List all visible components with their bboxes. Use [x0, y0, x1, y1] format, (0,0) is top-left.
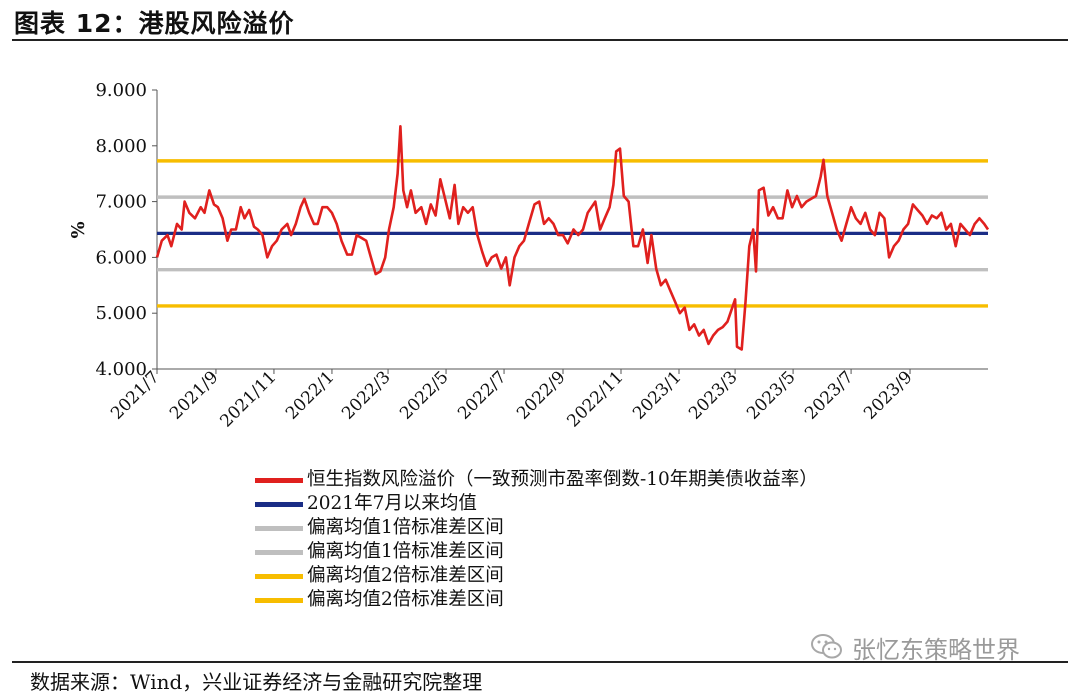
y-tick-label: 8.000	[95, 136, 147, 157]
y-tick-label: 9.000	[95, 80, 147, 101]
legend-label: 偏离均值1倍标准差区间	[307, 541, 504, 562]
legend-swatch	[255, 574, 303, 579]
x-tick-label: 2023/3	[685, 367, 741, 423]
legend-label: 偏离均值2倍标准差区间	[307, 589, 504, 610]
x-tick-label: 2023/1	[629, 367, 685, 423]
legend-swatch	[255, 598, 303, 603]
title-rule	[12, 39, 1068, 41]
x-tick-label: 2022/5	[396, 367, 452, 423]
watermark-text: 张忆东策略世界	[852, 635, 1020, 664]
y-tick-label: 5.000	[95, 303, 147, 324]
legend-label: 偏离均值2倍标准差区间	[307, 565, 504, 586]
legend-label: 恒生指数风险溢价（一致预测市盈率倒数-10年期美债收益率）	[307, 469, 818, 490]
x-tick-label: 2023/9	[860, 367, 916, 423]
x-tick-label: 2022/9	[513, 367, 569, 423]
figure-title: 图表 12：港股风险溢价	[14, 9, 295, 38]
wechat-icon	[811, 634, 842, 659]
source-note: 数据来源：Wind，兴业证券经济与金融研究院整理	[30, 670, 483, 694]
legend-swatch	[255, 502, 303, 507]
legend-label: 2021年7月以来均值	[307, 493, 477, 514]
x-tick-label: 2021/11	[216, 367, 280, 431]
risk-premium-line	[155, 125, 990, 351]
x-tick-label: 2022/11	[563, 367, 627, 431]
x-tick-label: 2022/3	[338, 367, 394, 423]
y-tick-label: 4.000	[95, 359, 147, 380]
legend-swatch	[255, 526, 303, 531]
y-axis-label: %	[68, 221, 89, 238]
legend-label: 偏离均值1倍标准差区间	[307, 517, 504, 538]
y-tick-label: 6.000	[95, 247, 147, 268]
x-tick-label: 2022/7	[454, 367, 510, 423]
legend-swatch	[255, 550, 303, 555]
x-tick-label: 2022/1	[282, 367, 338, 423]
x-tick-label: 2021/9	[166, 367, 222, 423]
y-tick-label: 7.000	[95, 192, 147, 213]
x-tick-label: 2023/5	[743, 367, 799, 423]
source-rule	[12, 661, 1068, 663]
watermark: 张忆东策略世界	[810, 632, 1020, 664]
x-tick-label: 2023/7	[801, 367, 857, 423]
legend-swatch	[255, 478, 303, 483]
